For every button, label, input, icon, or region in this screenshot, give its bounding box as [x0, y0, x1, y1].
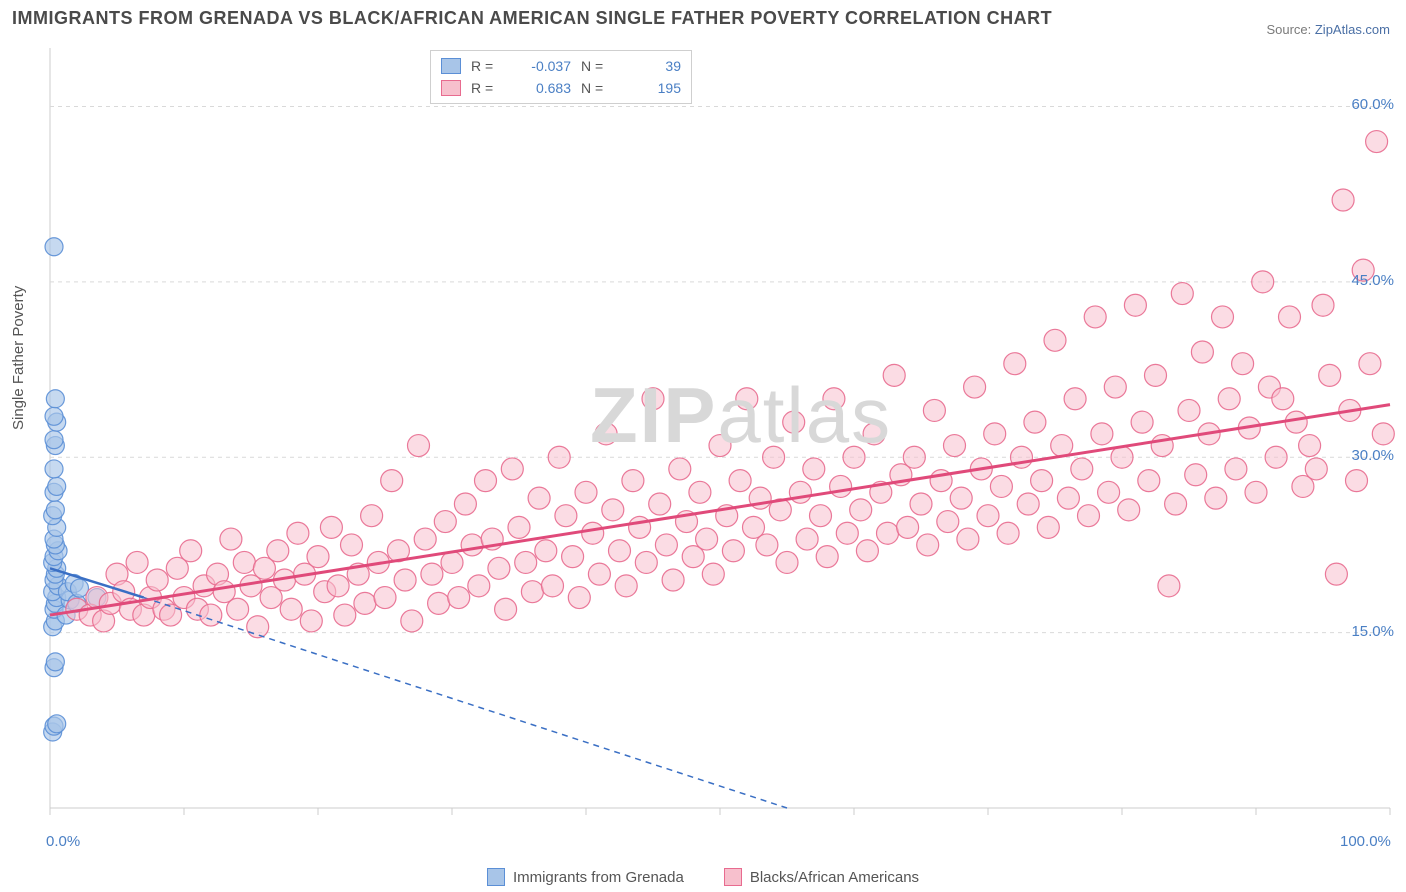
y-tick-label: 60.0% — [1351, 96, 1394, 113]
legend-label-grenada: Immigrants from Grenada — [513, 869, 684, 886]
legend-row-black: R = 0.683 N = 195 — [441, 77, 681, 99]
correlation-legend: R = -0.037 N = 39 R = 0.683 N = 195 — [430, 50, 692, 104]
legend-swatch-icon — [724, 868, 742, 886]
series-legend: Immigrants from Grenada Blacks/African A… — [0, 868, 1406, 886]
legend-label-black: Blacks/African Americans — [750, 869, 919, 886]
legend-swatch-grenada — [441, 58, 461, 74]
r-value-black: 0.683 — [511, 80, 571, 96]
y-tick-label: 30.0% — [1351, 447, 1394, 464]
r-label: R = — [471, 80, 501, 96]
legend-swatch-black — [441, 80, 461, 96]
n-value-grenada: 39 — [621, 58, 681, 74]
y-tick-label: 45.0% — [1351, 272, 1394, 289]
r-label: R = — [471, 58, 501, 74]
x-tick-label: 0.0% — [46, 833, 80, 850]
x-tick-label: 100.0% — [1340, 833, 1391, 850]
legend-swatch-icon — [487, 868, 505, 886]
n-value-black: 195 — [621, 80, 681, 96]
legend-item-grenada: Immigrants from Grenada — [487, 868, 684, 886]
n-label: N = — [581, 80, 611, 96]
legend-item-black: Blacks/African Americans — [724, 868, 919, 886]
chart-container: IMMIGRANTS FROM GRENADA VS BLACK/AFRICAN… — [0, 0, 1406, 892]
n-label: N = — [581, 58, 611, 74]
scatter-chart-svg — [0, 0, 1406, 892]
legend-row-grenada: R = -0.037 N = 39 — [441, 55, 681, 77]
r-value-grenada: -0.037 — [511, 58, 571, 74]
y-tick-label: 15.0% — [1351, 623, 1394, 640]
